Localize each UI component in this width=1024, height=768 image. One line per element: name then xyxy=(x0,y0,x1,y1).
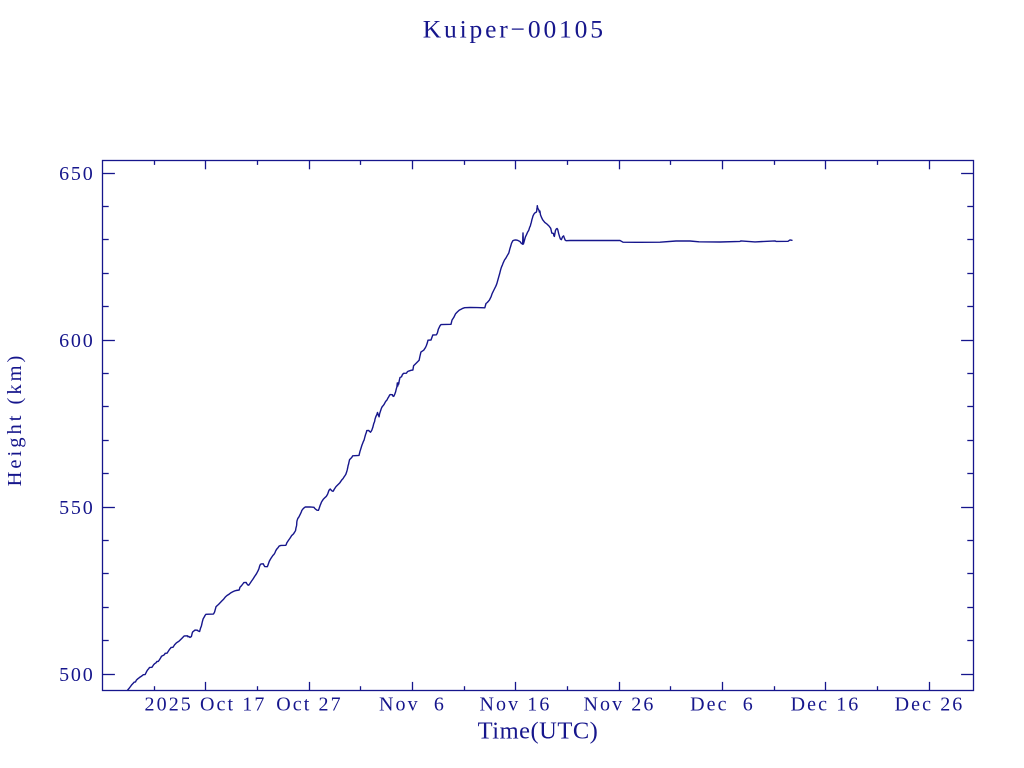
svg-text:Dec 6: Dec 6 xyxy=(690,694,755,716)
svg-text:500: 500 xyxy=(59,664,94,686)
svg-text:Nov 26: Nov 26 xyxy=(583,694,655,716)
svg-text:Nov 6: Nov 6 xyxy=(379,694,446,716)
svg-text:2025 Oct 17: 2025 Oct 17 xyxy=(145,694,267,716)
svg-text:Height (km): Height (km) xyxy=(4,353,26,487)
svg-text:Dec 16: Dec 16 xyxy=(791,694,861,716)
svg-text:Kuiper−00105: Kuiper−00105 xyxy=(423,14,606,43)
svg-text:Dec 26: Dec 26 xyxy=(895,694,965,716)
svg-text:Time(UTC): Time(UTC) xyxy=(478,717,599,744)
svg-text:600: 600 xyxy=(59,330,94,352)
svg-text:550: 550 xyxy=(59,497,94,519)
svg-text:Nov 16: Nov 16 xyxy=(479,694,551,716)
svg-text:Oct 27: Oct 27 xyxy=(276,694,342,716)
svg-text:650: 650 xyxy=(59,163,94,185)
